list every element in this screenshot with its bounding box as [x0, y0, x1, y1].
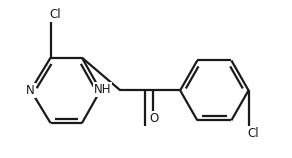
Text: NH: NH — [94, 83, 111, 96]
Text: Cl: Cl — [49, 8, 61, 21]
Text: N: N — [26, 84, 35, 97]
Text: Cl: Cl — [247, 127, 259, 140]
Text: O: O — [149, 112, 159, 125]
